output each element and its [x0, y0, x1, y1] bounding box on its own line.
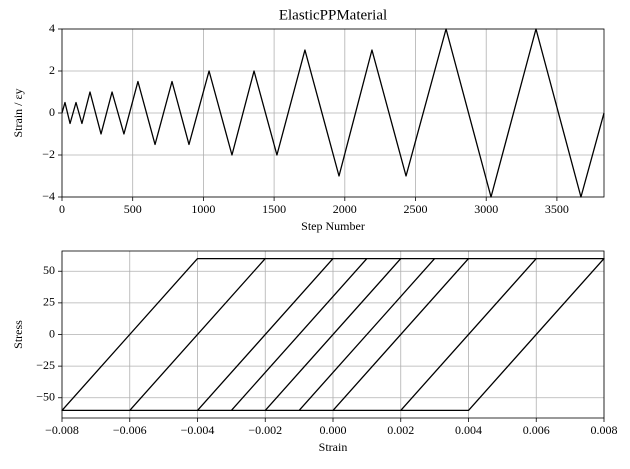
data-line — [61, 257, 605, 412]
y-tick-label: −50 — [36, 390, 55, 404]
y-tick-label: −4 — [42, 189, 55, 203]
y-tick-label: 25 — [43, 295, 55, 309]
data-line — [61, 28, 605, 198]
y-tick-label: −25 — [36, 358, 55, 372]
x-tick-label: 2500 — [404, 202, 428, 216]
y-tick-label: 4 — [49, 21, 55, 35]
chart-title: ElasticPPMaterial — [279, 7, 387, 23]
x-tick-label: 0 — [59, 202, 65, 216]
x-tick-label: 0.008 — [591, 423, 618, 437]
x-tick-label: 3000 — [474, 202, 498, 216]
x-tick-label: 3500 — [545, 202, 569, 216]
y-tick-label: 50 — [43, 263, 55, 277]
axes-frame — [61, 250, 605, 419]
y-tick-label: 2 — [49, 63, 55, 77]
axes-frame — [61, 28, 605, 198]
x-axis-label: Strain — [319, 440, 348, 454]
y-axis-label: Strain / εy — [11, 88, 25, 137]
x-tick-label: 0.004 — [455, 423, 482, 437]
x-tick-label: −0.002 — [248, 423, 282, 437]
x-tick-label: −0.006 — [113, 423, 147, 437]
y-tick-label: 0 — [49, 105, 55, 119]
y-axis-label: Stress — [11, 320, 25, 349]
x-tick-label: −0.004 — [181, 423, 215, 437]
y-tick-label: −2 — [42, 147, 55, 161]
x-tick-label: 1000 — [191, 202, 215, 216]
x-tick-label: 1500 — [262, 202, 286, 216]
x-tick-label: 0.006 — [523, 423, 550, 437]
y-tick-label: 0 — [49, 326, 55, 340]
x-tick-label: 500 — [124, 202, 142, 216]
x-tick-label: 0.000 — [320, 423, 347, 437]
x-axis-label: Step Number — [301, 219, 365, 233]
x-tick-label: 0.002 — [387, 423, 414, 437]
x-tick-label: 2000 — [333, 202, 357, 216]
x-tick-label: −0.008 — [45, 423, 79, 437]
